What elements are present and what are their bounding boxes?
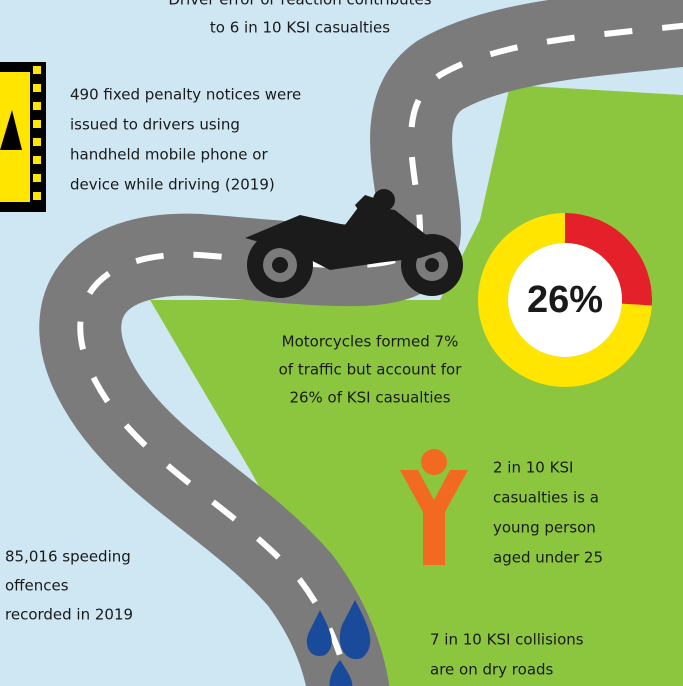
header-text: to 6 in 10 KSI casualties: [210, 19, 390, 37]
phone-text: issued to drivers using: [70, 116, 240, 134]
dry-text: are on dry roads: [430, 661, 554, 679]
phone-text: 490 fixed penalty notices were: [70, 86, 301, 104]
motorcycle-text: 26% of KSI casualties: [289, 389, 450, 407]
speeding-text: offences: [5, 577, 69, 595]
phone-text: handheld mobile phone or: [70, 146, 268, 164]
motorcycle-text: Motorcycles formed 7%: [282, 333, 459, 351]
young-text: 2 in 10 KSI: [493, 459, 573, 477]
young-text: young person: [493, 519, 596, 537]
phone-text: device while driving (2019): [70, 176, 275, 194]
speeding-text: recorded in 2019: [5, 606, 133, 624]
speeding-text: 85,016 speeding: [5, 548, 131, 566]
dry-text: 7 in 10 KSI collisions: [430, 631, 584, 649]
motorcycle-text: of traffic but account for: [279, 361, 463, 379]
donut: 26%: [493, 228, 637, 372]
donut-label: 26%: [527, 279, 603, 321]
page: {"header": {"lines": ["Driver error or r…: [0, 0, 683, 686]
infographic: 26% Driver error or reaction contributes…: [0, 0, 683, 686]
header-text: Driver error or reaction contributes: [168, 0, 431, 9]
young-text: casualties is a: [493, 489, 599, 507]
young-text: aged under 25: [493, 549, 603, 567]
warning-sign: [0, 62, 46, 212]
